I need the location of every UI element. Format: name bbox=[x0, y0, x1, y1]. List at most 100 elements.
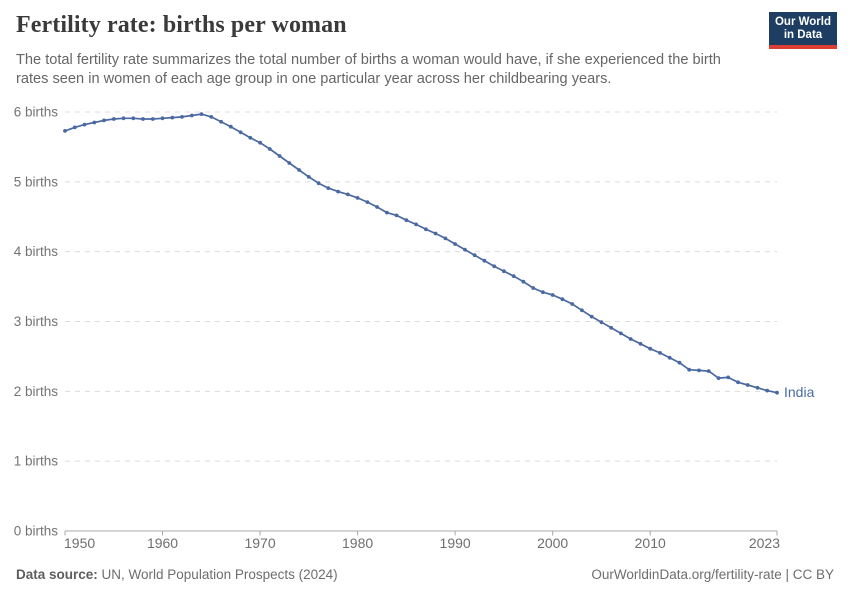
series-line bbox=[64, 113, 778, 394]
series-point bbox=[160, 116, 165, 121]
series-point bbox=[775, 390, 779, 395]
series-point bbox=[385, 210, 389, 215]
series-point bbox=[141, 117, 145, 121]
series-point bbox=[667, 355, 672, 360]
series-point bbox=[102, 118, 106, 123]
series-point bbox=[121, 116, 126, 121]
series-point bbox=[131, 116, 136, 121]
series-point bbox=[560, 297, 565, 302]
series-point bbox=[306, 175, 311, 179]
series-point bbox=[716, 376, 721, 380]
series-point bbox=[150, 117, 155, 121]
series-point bbox=[736, 380, 740, 385]
series-point bbox=[63, 129, 67, 133]
series-point bbox=[550, 293, 555, 297]
series-point bbox=[238, 130, 243, 135]
series-point bbox=[248, 135, 253, 140]
series-point bbox=[648, 346, 653, 351]
series-point bbox=[297, 168, 301, 172]
series-point bbox=[424, 227, 428, 232]
x-axis-label: 2023 bbox=[749, 535, 780, 551]
series-point bbox=[482, 258, 487, 263]
series-point bbox=[755, 385, 760, 390]
series-point bbox=[199, 112, 204, 116]
series-point bbox=[511, 274, 516, 278]
series-point bbox=[267, 147, 272, 151]
series-point bbox=[219, 119, 224, 124]
y-axis-label: 1 births bbox=[14, 454, 59, 469]
owid-logo-line2: in Data bbox=[783, 28, 823, 41]
series-point bbox=[599, 320, 604, 325]
footer-citation-link[interactable]: OurWorldinData.org/fertility-rate | CC B… bbox=[591, 567, 834, 582]
series-point bbox=[463, 247, 467, 252]
series-point bbox=[365, 200, 370, 205]
series-point bbox=[541, 290, 545, 295]
series-point bbox=[277, 154, 282, 158]
data-source-text: UN, World Population Prospects (2024) bbox=[97, 567, 338, 582]
series-point bbox=[180, 115, 184, 119]
series-point bbox=[677, 360, 682, 365]
series-point bbox=[570, 302, 575, 306]
series-point bbox=[628, 337, 633, 341]
series-point bbox=[414, 222, 418, 227]
series-point bbox=[189, 113, 194, 118]
series-point bbox=[697, 368, 701, 373]
series-point bbox=[531, 286, 536, 290]
x-axis-label: 2010 bbox=[635, 535, 666, 551]
series-point bbox=[209, 115, 214, 119]
series-point bbox=[336, 189, 340, 194]
series-point bbox=[404, 218, 409, 223]
y-axis-label: 4 births bbox=[14, 244, 59, 259]
chart-title: Fertility rate: births per woman bbox=[16, 12, 347, 38]
series-point bbox=[609, 325, 614, 330]
series-point bbox=[638, 341, 643, 346]
data-source: Data source: UN, World Population Prospe… bbox=[16, 567, 338, 582]
series-point bbox=[228, 124, 233, 129]
series-point bbox=[287, 161, 292, 165]
series-point bbox=[258, 140, 262, 145]
series-point bbox=[619, 331, 623, 336]
y-axis-label: 5 births bbox=[14, 174, 59, 189]
series-point bbox=[658, 351, 662, 355]
series-point bbox=[453, 242, 457, 246]
chart-subtitle: The total fertility rate summarizes the … bbox=[16, 52, 721, 87]
x-axis-label: 1990 bbox=[440, 535, 471, 551]
series-point bbox=[502, 269, 506, 274]
series-point bbox=[394, 213, 399, 218]
owid-logo[interactable]: Our World in Data bbox=[769, 12, 837, 49]
y-axis-label: 0 births bbox=[14, 524, 59, 539]
entity-label: India bbox=[784, 384, 815, 400]
x-axis-label: 1950 bbox=[64, 535, 95, 551]
series-point bbox=[355, 196, 360, 200]
series-point bbox=[433, 231, 438, 236]
series-point bbox=[492, 264, 497, 269]
data-source-label: Data source: bbox=[16, 567, 98, 582]
series-point bbox=[472, 253, 477, 258]
series-point bbox=[92, 120, 97, 125]
series-point bbox=[765, 388, 770, 393]
series-point bbox=[521, 279, 526, 284]
y-axis-label: 3 births bbox=[14, 314, 59, 329]
series-point bbox=[82, 122, 87, 127]
series-point bbox=[580, 308, 584, 313]
y-axis-label: 6 births bbox=[14, 105, 59, 120]
series-point bbox=[726, 375, 731, 380]
series-point bbox=[745, 383, 750, 387]
chart-footer: Data source: UN, World Population Prospe… bbox=[16, 567, 834, 582]
series-point bbox=[72, 125, 77, 130]
x-axis-label: 2000 bbox=[537, 535, 568, 551]
x-axis-label: 1960 bbox=[147, 535, 178, 551]
series-point bbox=[687, 367, 692, 372]
y-axis-label: 2 births bbox=[14, 384, 59, 399]
x-axis-label: 1980 bbox=[342, 535, 373, 551]
series-point bbox=[443, 236, 448, 241]
series-point bbox=[706, 369, 711, 373]
owid-logo-line1: Our World bbox=[774, 15, 831, 28]
series-point bbox=[589, 314, 594, 319]
series-point bbox=[375, 205, 379, 209]
series-point bbox=[345, 192, 350, 197]
series-point bbox=[170, 115, 175, 120]
series-point bbox=[111, 117, 116, 121]
